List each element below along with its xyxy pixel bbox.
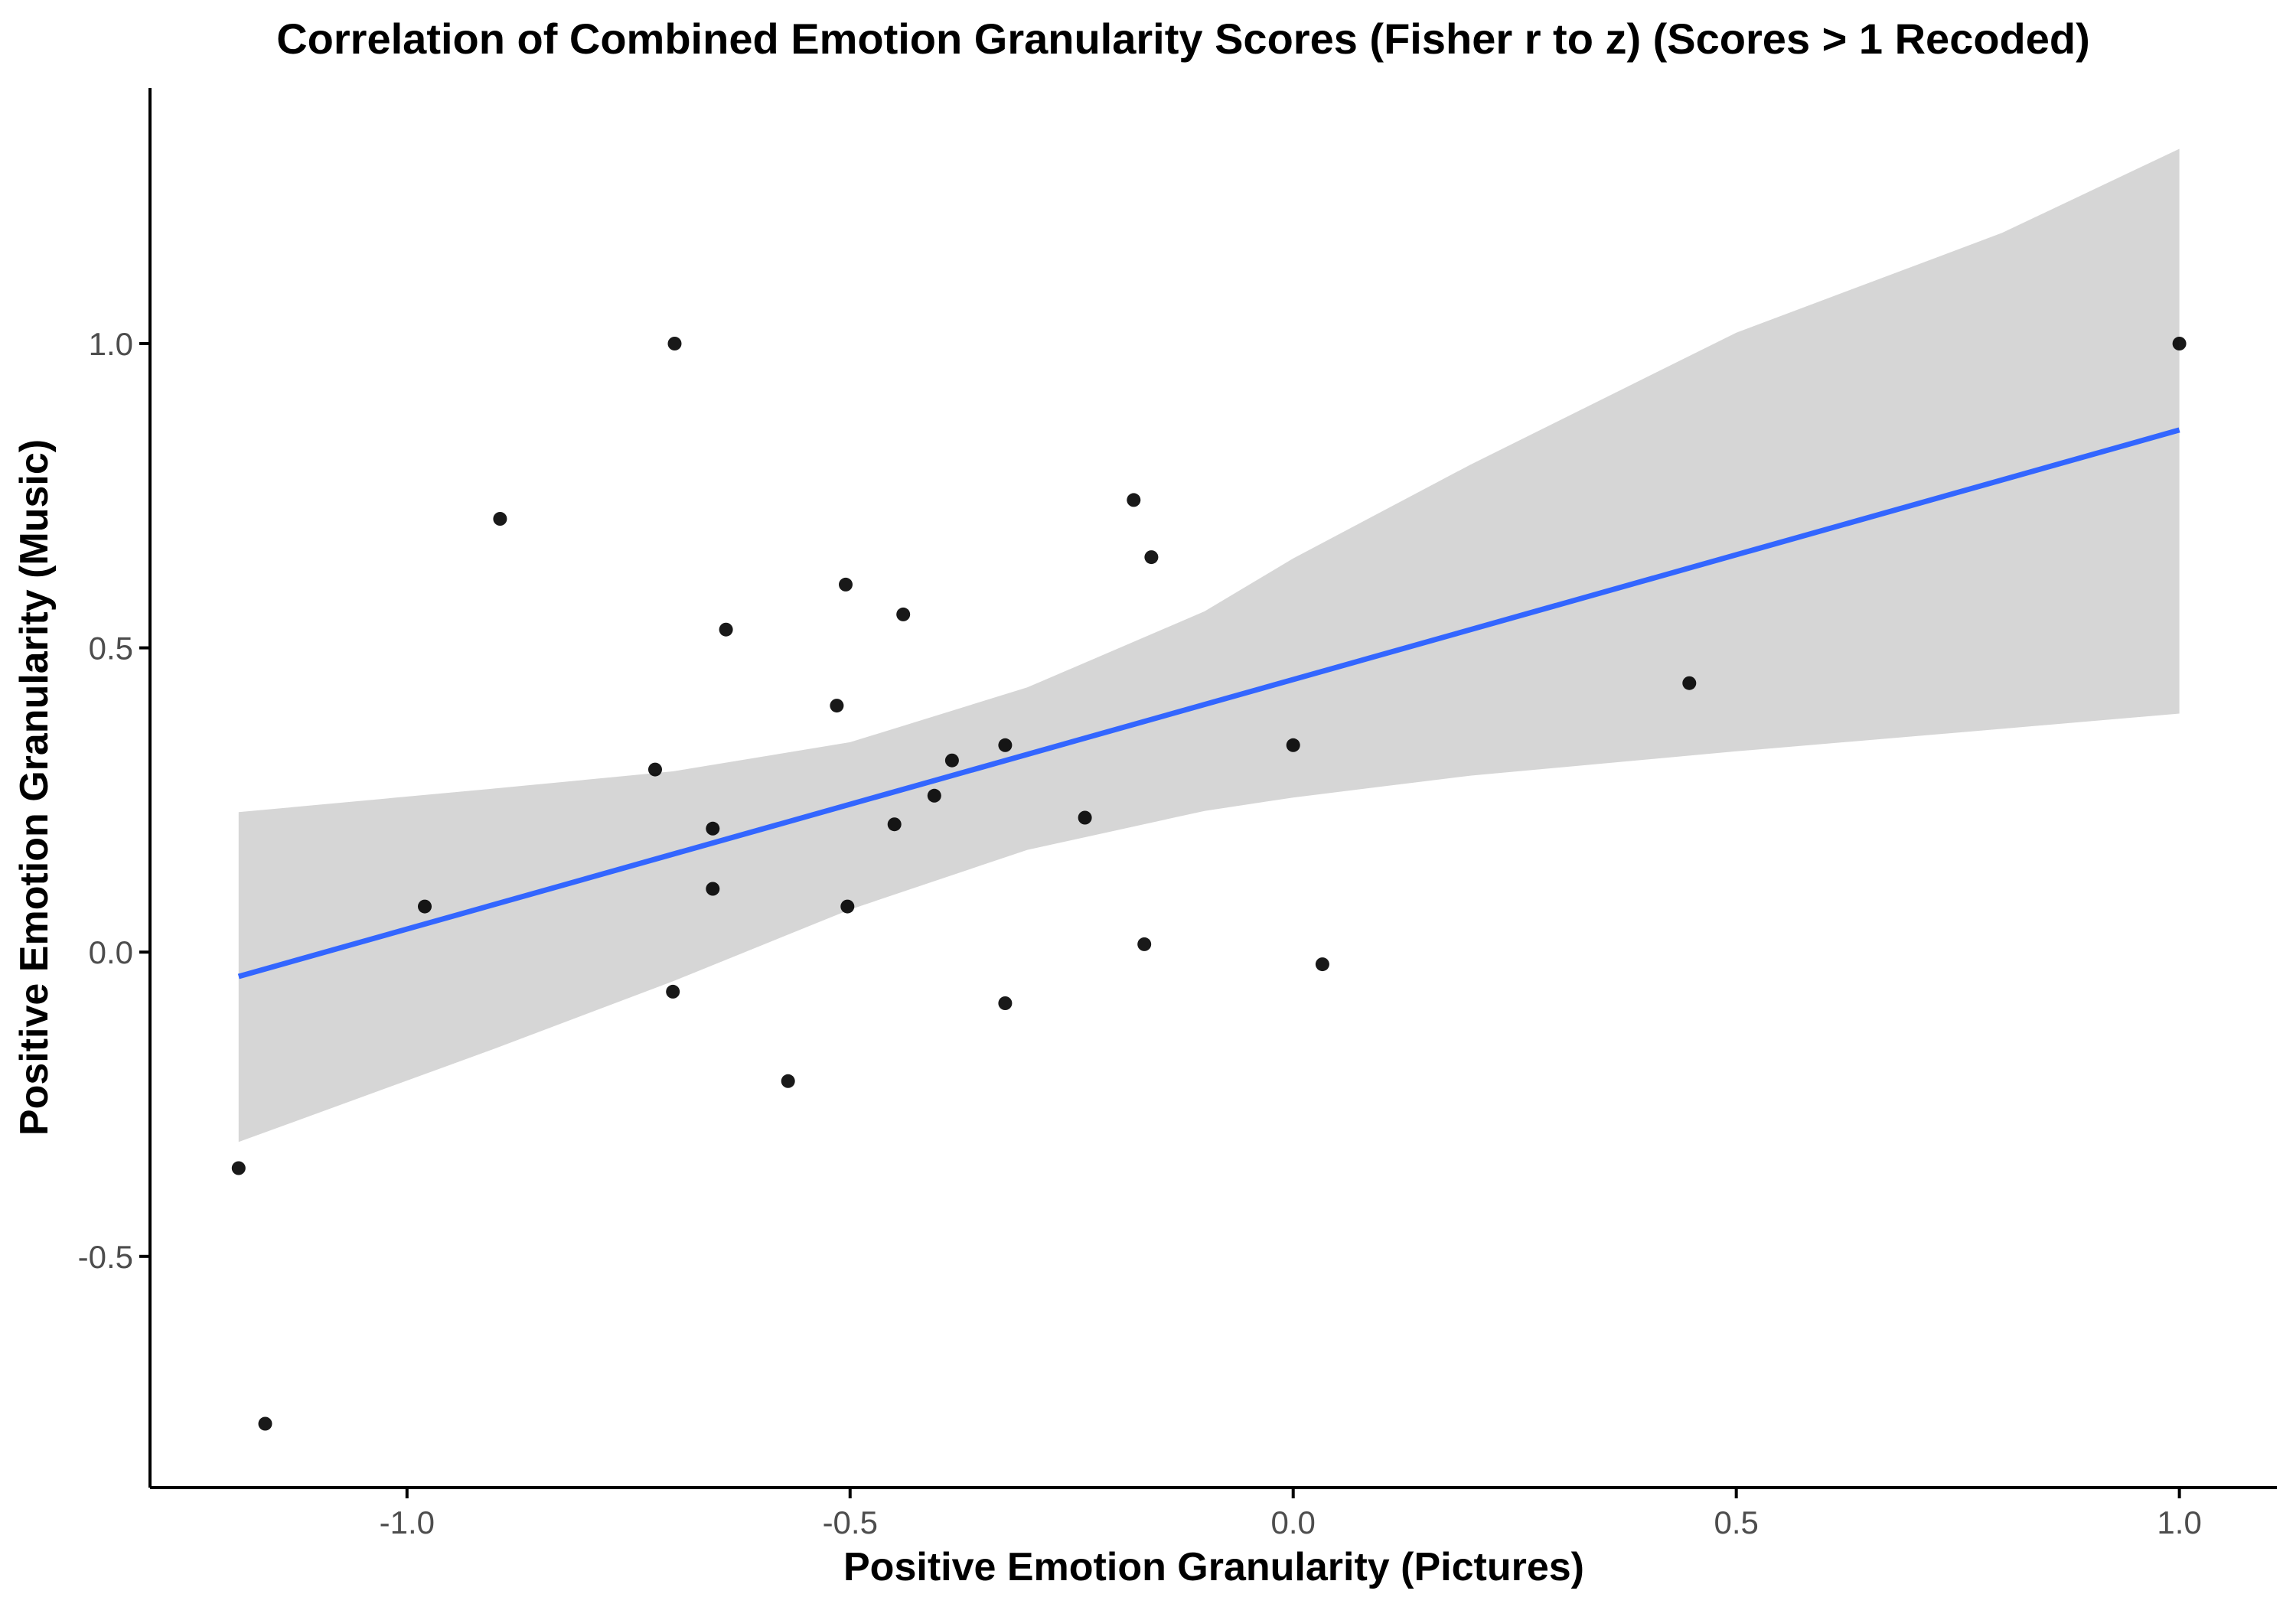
- data-point: [830, 699, 844, 713]
- y-tick-label: 0.0: [89, 934, 133, 970]
- data-point: [781, 1074, 795, 1088]
- x-tick-label: 1.0: [2157, 1504, 2201, 1540]
- data-point: [1137, 937, 1152, 951]
- y-axis-ticks: -0.5 0.0 0.5 1.0: [78, 326, 150, 1275]
- data-point: [944, 753, 959, 768]
- data-point: [1144, 550, 1159, 565]
- y-tick-label: 0.5: [89, 631, 133, 667]
- data-point: [493, 512, 507, 526]
- data-point: [998, 738, 1013, 752]
- x-tick-label: -0.5: [823, 1504, 878, 1540]
- confidence-band: [238, 148, 2180, 1143]
- data-point: [706, 821, 720, 836]
- y-tick-label: 1.0: [89, 326, 133, 362]
- data-point: [896, 607, 911, 621]
- data-point: [1286, 738, 1300, 752]
- data-point: [927, 788, 941, 803]
- x-tick-label: 0.5: [1714, 1504, 1758, 1540]
- data-point: [839, 577, 853, 592]
- fit-line-layer: [237, 427, 2180, 980]
- regression-line: [237, 427, 2180, 980]
- x-tick-label: 0.0: [1271, 1504, 1316, 1540]
- data-point: [2172, 337, 2187, 350]
- data-point: [840, 899, 855, 914]
- x-axis-ticks: -1.0 -0.5 0.0 0.5 1.0: [380, 1488, 2202, 1540]
- data-point: [231, 1161, 246, 1175]
- y-axis-title: Positive Emotion Granularity (Music): [12, 439, 57, 1136]
- data-point: [719, 622, 733, 637]
- data-point: [887, 817, 902, 832]
- data-point: [258, 1416, 272, 1431]
- data-point: [666, 984, 680, 999]
- x-axis-title: Positive Emotion Granularity (Pictures): [843, 1545, 1584, 1589]
- x-tick-label: -1.0: [380, 1504, 435, 1540]
- data-point: [418, 899, 432, 914]
- data-point: [1315, 957, 1329, 972]
- data-point: [1078, 810, 1092, 825]
- data-point: [667, 337, 682, 350]
- data-points-layer: [231, 337, 2187, 1431]
- data-point: [998, 996, 1013, 1010]
- data-point: [706, 882, 720, 896]
- data-point: [1682, 676, 1697, 690]
- data-point: [648, 762, 662, 777]
- data-point: [1127, 493, 1141, 507]
- y-tick-label: -0.5: [78, 1239, 133, 1275]
- confidence-band-layer: [238, 148, 2180, 1143]
- chart-title: Correlation of Combined Emotion Granular…: [276, 15, 2090, 63]
